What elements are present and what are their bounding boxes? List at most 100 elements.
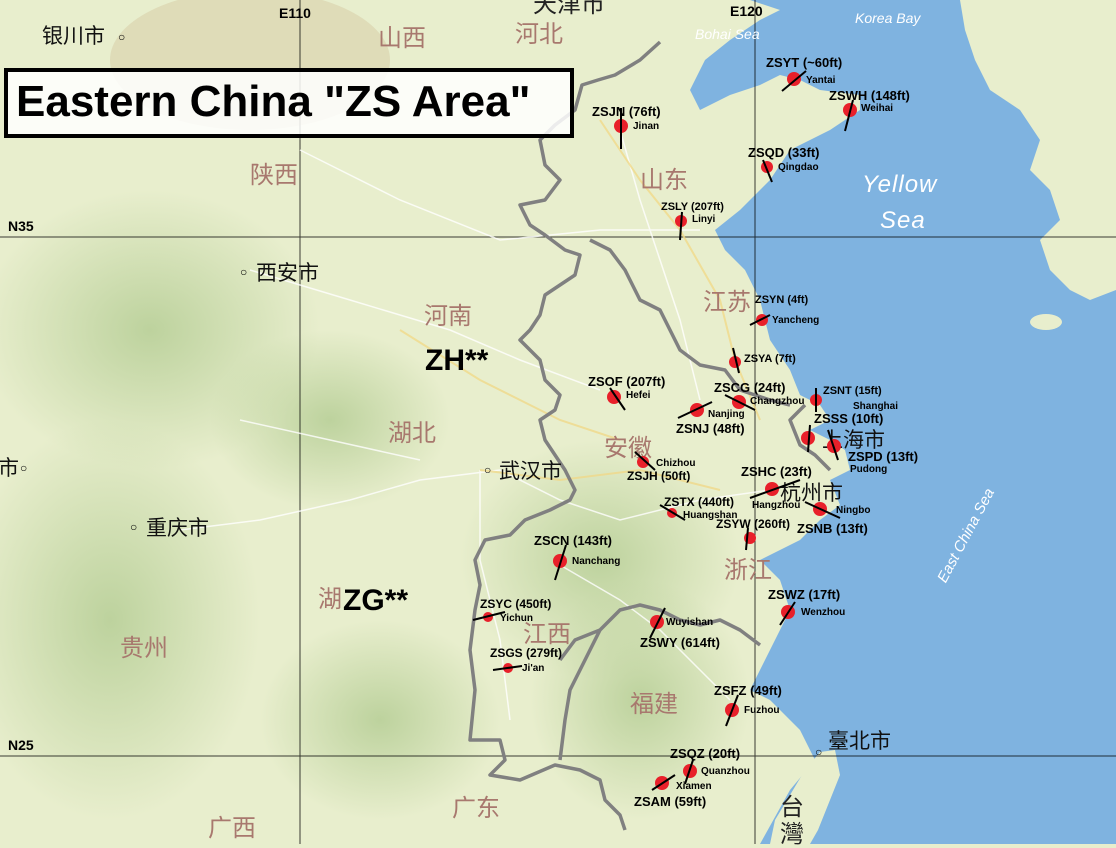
airport-marker-zscn[interactable] — [553, 544, 567, 581]
airport-city-zsyc: Yichun — [500, 613, 533, 624]
province-label-guangxi: 广西 — [208, 814, 256, 842]
airport-city-zsam: Xiamen — [676, 781, 712, 792]
airport-marker-zsqd[interactable] — [761, 159, 773, 183]
airport-marker-zswz[interactable] — [779, 601, 796, 626]
airport-marker-zscg[interactable] — [724, 394, 756, 411]
airport-code-zsyw: ZSYW (260ft) — [716, 517, 791, 531]
airport-code-zstx: ZSTX (440ft) — [664, 495, 735, 509]
airport-city-zsgs: Ji'an — [522, 663, 545, 674]
city-label-chengdu-part: 市 — [0, 456, 19, 480]
airport-marker-zsly[interactable] — [675, 211, 687, 241]
airport-marker-zsyc[interactable] — [472, 611, 506, 622]
airport-city-zsqz: Quanzhou — [701, 766, 750, 777]
city-marker-taipei: ○ — [815, 745, 823, 759]
airport-marker-zshc[interactable] — [749, 479, 801, 499]
grid-label-e110: E110 — [279, 5, 311, 21]
airport-city-zscn: Nanchang — [572, 556, 621, 567]
airport-city-zsnj: Nanjing — [708, 409, 745, 420]
zs-fir-border — [468, 40, 832, 831]
airport-marker-zsyt[interactable] — [781, 70, 807, 92]
sea-label-korea-bay: Korea Bay — [855, 10, 921, 26]
airport-code-zsyc: ZSYC (450ft) — [480, 597, 552, 611]
city-label-yinchuan: 银川市 — [42, 24, 105, 48]
province-label-hunan: 湖 — [318, 585, 342, 613]
airport-city-zsjn: Jinan — [633, 121, 660, 132]
airport-marker-zspd[interactable] — [827, 429, 841, 461]
airport-code-zscg: ZSCG (24ft) — [714, 380, 786, 395]
airport-code-zscn: ZSCN (143ft) — [534, 533, 613, 548]
airport-code-zsyt: ZSYT (~60ft) — [766, 55, 843, 70]
airport-city-zsof: Hefei — [626, 390, 651, 401]
airport-marker-zsjh[interactable] — [634, 451, 656, 471]
airport-marker-zsyn[interactable] — [749, 314, 771, 326]
city-label-chongqing: 重庆市 — [146, 516, 209, 540]
airport-city-zsqd: Qingdao — [778, 162, 819, 173]
road-network — [179, 129, 771, 721]
airport-city-zsnt: Shanghai — [853, 401, 899, 412]
airport-marker-zsnb[interactable] — [804, 501, 841, 519]
airport-marker-zswh[interactable] — [843, 99, 857, 132]
region-label-zg: ZG** — [343, 584, 409, 617]
city-label-taipei: 臺北市 — [828, 729, 891, 753]
airport-code-zsqd: ZSQD (33ft) — [748, 145, 820, 160]
province-label-guizhou: 贵州 — [120, 634, 168, 662]
airport-code-zsgs: ZSGS (279ft) — [490, 646, 563, 660]
airport-code-zsjn: ZSJN (76ft) — [592, 104, 661, 119]
airport-marker-zsof[interactable] — [607, 387, 626, 411]
airport-code-zswh: ZSWH (148ft) — [829, 88, 910, 103]
airport-code-zsly: ZSLY (207ft) — [661, 201, 724, 213]
airport-city-zsjh: Chizhou — [656, 458, 696, 469]
airport-marker-zsjn[interactable] — [614, 108, 628, 149]
province-label-henan: 河南 — [424, 302, 472, 330]
airport-code-zswy: ZSWY (614ft) — [640, 635, 720, 650]
airport-marker-zsya[interactable] — [729, 347, 741, 374]
province-label-anhui: 安徽 — [604, 434, 652, 462]
airport-code-zsnb: ZSNB (13ft) — [797, 521, 868, 536]
province-label-jiangsu: 江苏 — [703, 288, 751, 316]
city-marker-yinchuan: ○ — [118, 30, 126, 44]
airport-code-zsof: ZSOF (207ft) — [588, 374, 666, 389]
airport-marker-zswy[interactable] — [649, 607, 666, 639]
province-label-zhejiang: 浙江 — [724, 556, 772, 584]
province-label-hebei: 河北 — [515, 20, 563, 48]
airport-marker-zsnt[interactable] — [810, 388, 822, 412]
airport-city-zswh: Weihai — [861, 103, 894, 114]
airport-code-zsfz: ZSFZ (49ft) — [714, 683, 782, 698]
sea-area — [655, 0, 1116, 844]
sea-label-bohai: Bohai Sea — [695, 26, 760, 42]
airport-code-zsnj: ZSNJ (48ft) — [676, 421, 745, 436]
city-marker-wuhan: ○ — [484, 463, 492, 477]
city-label-wuhan: 武汉市 — [499, 459, 562, 483]
airport-city-zsfz: Fuzhou — [744, 705, 780, 716]
jeju-island — [1030, 314, 1062, 330]
airport-marker-zsss[interactable] — [801, 424, 815, 453]
province-label-shaanxi: 陕西 — [250, 161, 298, 189]
city-marker-chongqing: ○ — [130, 520, 138, 534]
city-label-hangzhou: 杭州市 — [780, 481, 843, 505]
airport-city-zspd: Pudong — [850, 464, 888, 475]
airport-marker-zsqz[interactable] — [683, 759, 697, 785]
airport-code-zspd: ZSPD (13ft) — [848, 449, 919, 464]
title-box: Eastern China "ZS Area" — [4, 68, 574, 138]
airport-code-zsam: ZSAM (59ft) — [634, 794, 707, 809]
airport-code-zsss: ZSSS (10ft) — [814, 411, 884, 426]
province-label-guangdong: 广东 — [452, 794, 500, 822]
province-label-taiwan-2: 灣 — [780, 820, 804, 848]
airport-marker-zsyw[interactable] — [744, 527, 756, 551]
airport-code-zshc: ZSHC (23ft) — [741, 464, 812, 479]
airport-marker-zsgs[interactable] — [492, 663, 523, 673]
airport-marker-zsnj[interactable] — [677, 401, 713, 419]
province-label-shanxi: 山西 — [378, 24, 426, 52]
airport-code-zsjh: ZSJH (50ft) — [627, 469, 691, 483]
airport-city-zsyt: Yantai — [806, 75, 836, 86]
province-label-hubei: 湖北 — [388, 419, 436, 447]
airport-city-zscg: Changzhou — [750, 396, 805, 407]
airport-marker-zsam[interactable] — [651, 774, 676, 791]
province-label-taiwan-1: 台 — [780, 793, 804, 821]
city-label-xian: 西安市 — [256, 261, 319, 285]
airport-marker-zstx[interactable] — [659, 504, 686, 521]
airport-marker-zsfz[interactable] — [725, 694, 739, 727]
